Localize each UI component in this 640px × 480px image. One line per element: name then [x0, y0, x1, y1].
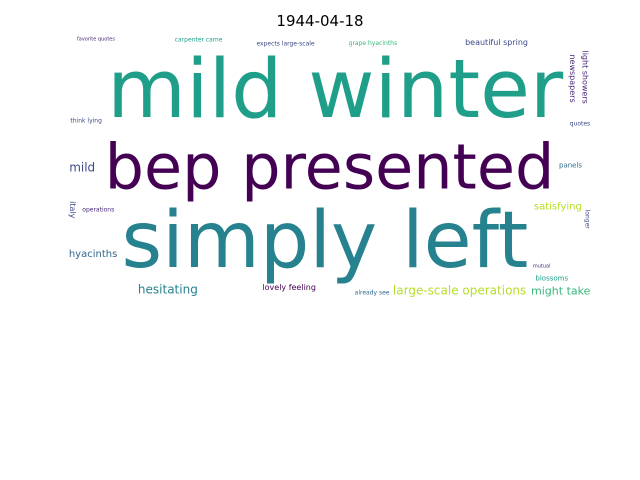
cloud-word: think lying [70, 118, 102, 125]
cloud-word: longer [584, 210, 591, 230]
cloud-word: hyacinths [69, 249, 117, 260]
cloud-word: newspapers [568, 54, 577, 102]
cloud-word: mild [69, 161, 95, 175]
cloud-word: favorite quotes [77, 37, 115, 43]
cloud-word: expects large-scale [256, 40, 314, 47]
cloud-word: large-scale operations [393, 284, 526, 298]
cloud-word: already see [355, 290, 390, 297]
cloud-word: quotes [570, 121, 590, 128]
cloud-word: carpenter came [175, 37, 223, 44]
cloud-word: lovely feeling [262, 283, 316, 292]
cloud-word: blossoms [535, 275, 568, 283]
cloud-word: beautiful spring [465, 38, 528, 47]
cloud-word: light showers [581, 50, 590, 103]
cloud-word: mutual [533, 264, 551, 270]
cloud-word: might take [531, 285, 591, 298]
cloud-word: simply left [122, 196, 529, 286]
cloud-word: panels [559, 161, 582, 169]
cloud-word: satisfying [534, 201, 582, 212]
figure-title: 1944-04-18 [276, 12, 364, 30]
cloud-word: bep presented [105, 131, 555, 204]
word-cloud: bep presented mild winter simply left large… [67, 36, 592, 298]
cloud-word: hesitating [138, 283, 198, 297]
cloud-word: grape hyacinths [349, 40, 397, 47]
cloud-word: italy [68, 201, 77, 218]
cloud-word: operations [82, 206, 114, 213]
cloud-word: mild winter [107, 43, 564, 137]
